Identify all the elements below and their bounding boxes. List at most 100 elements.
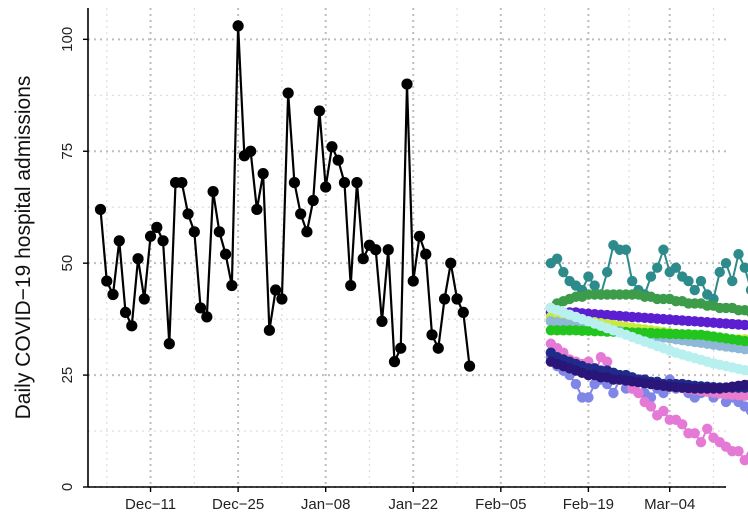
axes [83, 8, 726, 492]
data-point [351, 176, 363, 189]
data-point [695, 275, 707, 287]
forecast-series-7 [545, 302, 748, 376]
data-point [739, 343, 748, 355]
data-point [739, 364, 748, 376]
data-point [326, 141, 338, 153]
data-point [157, 235, 169, 247]
y-tick-label: 50 [59, 255, 76, 272]
data-point [733, 249, 744, 260]
y-tick-label: 25 [59, 367, 76, 384]
data-point [739, 379, 748, 391]
x-tick-label: Mar−04 [644, 496, 695, 513]
data-point [608, 387, 619, 399]
forecast-series-2 [545, 289, 748, 317]
data-point [745, 379, 748, 389]
data-point [558, 266, 569, 278]
observed-line [94, 20, 476, 372]
data-point [739, 335, 748, 347]
data-point [270, 284, 282, 296]
observed-series [94, 20, 476, 372]
data-point [407, 275, 419, 287]
data-point [463, 360, 476, 372]
data-point [432, 342, 444, 354]
y-tick-label: 75 [59, 143, 76, 160]
data-point [395, 342, 407, 354]
data-point [388, 356, 401, 368]
y-tick-label: 100 [59, 27, 76, 52]
data-point [702, 423, 713, 434]
forecast-series-12 [545, 356, 748, 394]
data-point [94, 203, 107, 216]
data-point [182, 208, 194, 220]
data-point [282, 87, 294, 99]
grid [88, 8, 726, 488]
data-point [232, 20, 244, 32]
data-point [589, 280, 600, 291]
data-point [745, 285, 748, 295]
data-point [739, 401, 748, 412]
data-point [376, 315, 388, 327]
data-point [626, 275, 638, 287]
data-point [101, 275, 113, 287]
data-point [689, 428, 700, 439]
data-point [745, 367, 748, 376]
data-point [126, 320, 138, 332]
data-point [138, 293, 150, 305]
data-point [451, 293, 463, 305]
data-point [733, 445, 744, 457]
data-point [645, 271, 657, 282]
data-point [745, 406, 748, 416]
data-point [570, 378, 582, 390]
x-tick-label: Dec−11 [125, 496, 176, 513]
data-point [257, 168, 269, 180]
data-point [194, 302, 207, 314]
data-point [113, 235, 125, 247]
x-tick-label: Jan−08 [301, 496, 351, 513]
data-point [176, 176, 188, 189]
data-point [601, 266, 613, 278]
data-point [652, 262, 663, 273]
data-point [338, 176, 351, 189]
data-point [151, 221, 163, 233]
data-point [207, 185, 219, 198]
y-axis-label: Daily COVID−19 hospital admissions [12, 76, 35, 420]
data-point [213, 226, 225, 238]
data-point [413, 230, 426, 242]
data-point [401, 78, 413, 90]
data-point [745, 391, 748, 401]
data-point [370, 244, 382, 256]
data-point [220, 248, 232, 260]
data-point [645, 401, 657, 412]
data-point [739, 390, 748, 401]
data-point [320, 181, 332, 193]
data-point [301, 226, 313, 238]
data-point [745, 345, 748, 355]
x-tick-label: Jan−22 [388, 496, 438, 513]
data-point [188, 226, 200, 238]
data-point [276, 293, 288, 305]
data-point [714, 266, 725, 278]
data-point [119, 306, 132, 319]
data-point [201, 311, 213, 323]
data-point [345, 279, 357, 292]
data-point [163, 338, 175, 350]
data-point [670, 262, 682, 273]
data-point [245, 145, 257, 157]
data-point [677, 419, 688, 430]
data-point [695, 437, 707, 448]
data-point [420, 248, 432, 260]
y-tick-label: 0 [59, 483, 76, 491]
data-point [313, 105, 326, 117]
data-point [583, 271, 594, 282]
data-point [727, 275, 738, 287]
data-point [658, 405, 669, 417]
data-point [438, 293, 451, 305]
data-point [739, 262, 748, 273]
data-point [332, 154, 344, 166]
data-point [745, 321, 748, 330]
x-tick-label: Dec−25 [212, 496, 264, 513]
data-point [226, 279, 238, 292]
data-point [307, 194, 319, 207]
data-point [658, 244, 669, 255]
